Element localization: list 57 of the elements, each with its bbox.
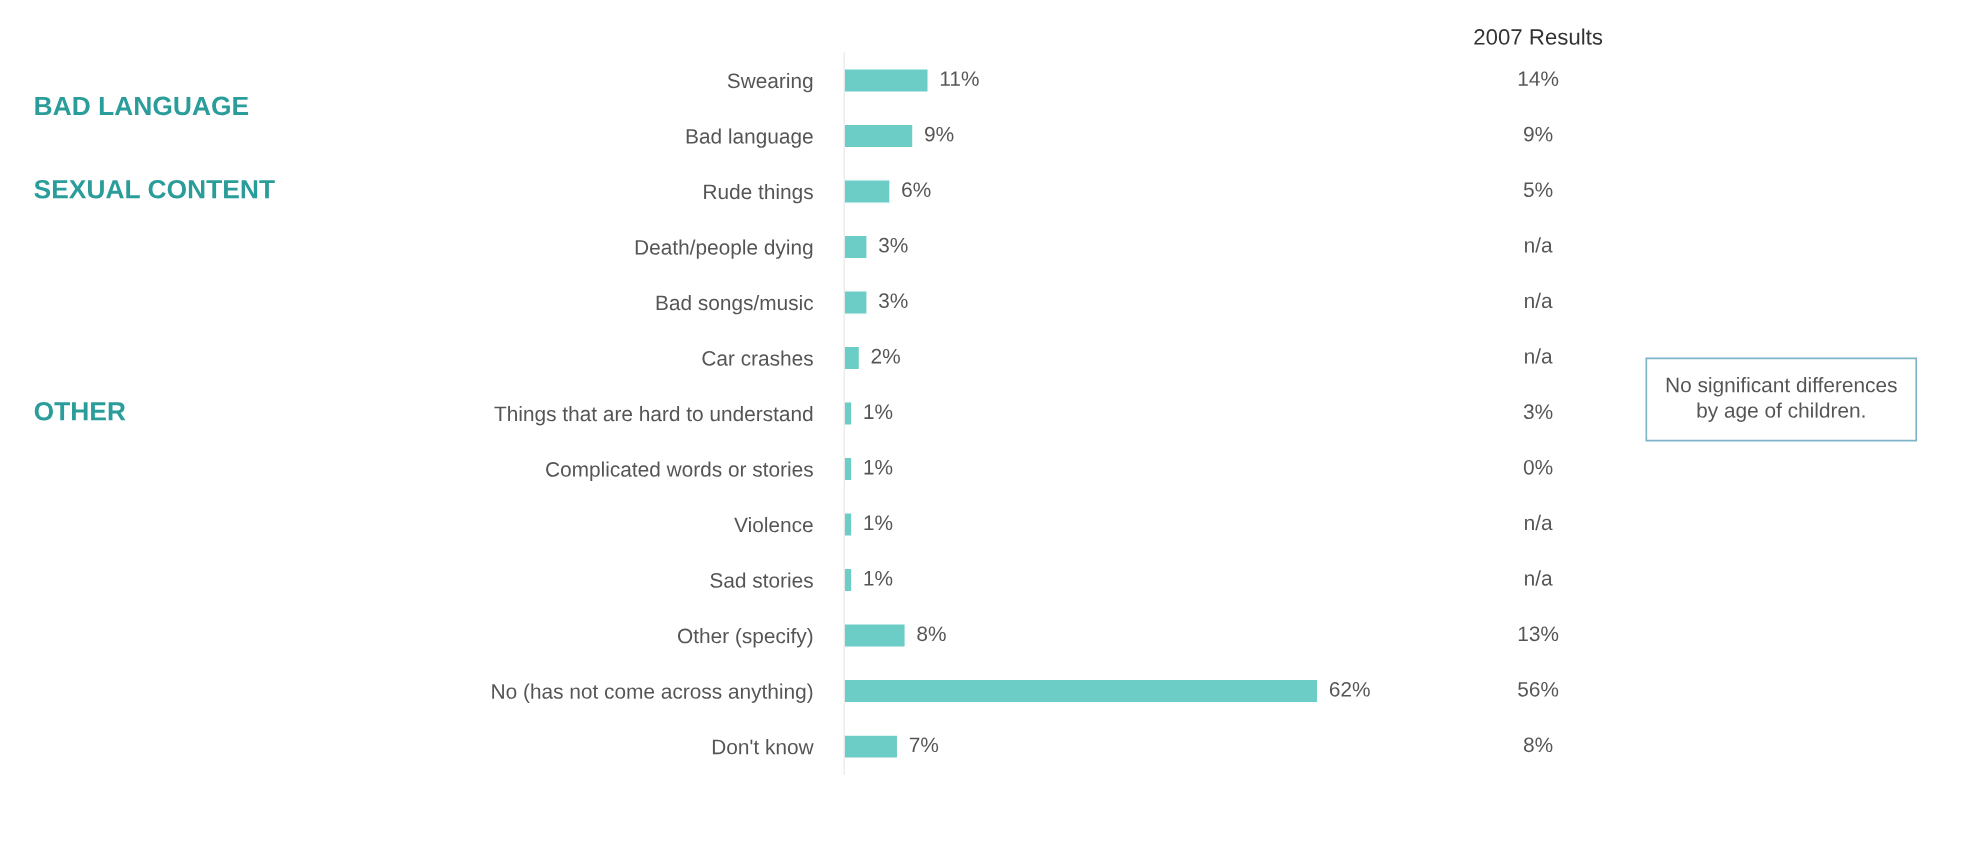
data-label: 11% xyxy=(940,71,979,86)
text: OTHER xyxy=(34,401,126,421)
data-label: 3% xyxy=(879,237,908,253)
y-tick-label: Other (specify) xyxy=(678,628,813,648)
text: 2007 Results xyxy=(1474,28,1603,45)
text: No significant differences by age of children. xyxy=(1666,377,1897,422)
data-label: 2% xyxy=(871,348,900,364)
bar xyxy=(844,623,906,648)
y-tick-label: Bad songs/music xyxy=(656,294,814,315)
data-label: 1% xyxy=(864,404,893,420)
bar xyxy=(844,678,1319,704)
bar xyxy=(844,290,868,315)
data-label: 1% xyxy=(864,459,893,475)
text: 56% xyxy=(1518,681,1559,697)
text: 3% xyxy=(1523,404,1553,420)
bar xyxy=(844,234,868,260)
bar xyxy=(844,68,929,93)
text: n/a xyxy=(1525,237,1553,253)
text: SEXUAL CONTENT xyxy=(34,179,275,199)
text: n/a xyxy=(1525,514,1553,531)
text: 8% xyxy=(1523,737,1553,753)
text: 13% xyxy=(1518,626,1559,642)
text: 5% xyxy=(1523,182,1553,198)
y-tick-label: Bad language xyxy=(686,128,813,148)
text: 9% xyxy=(1524,126,1553,142)
y-tick-label: Don't know xyxy=(712,739,814,755)
bar xyxy=(844,179,891,204)
data-label: 9% xyxy=(925,126,954,142)
y-tick-label: Rude things xyxy=(704,183,813,204)
text: n/a xyxy=(1525,292,1553,309)
bar xyxy=(844,734,899,759)
data-label: 1% xyxy=(864,515,893,531)
y-tick-label: Complicated words or stories xyxy=(546,461,813,481)
text: BAD LANGUAGE xyxy=(35,96,249,116)
y-tick-label: Things that are hard to understand xyxy=(494,405,813,426)
y-tick-label: Swearing xyxy=(727,72,813,93)
bar xyxy=(844,401,853,426)
y-tick-label: No (has not come across anything) xyxy=(492,683,813,703)
bar xyxy=(844,512,853,537)
data-label: 6% xyxy=(902,182,931,198)
y-tick-label: Sad stories xyxy=(710,572,813,588)
y-tick-label: Car crashes xyxy=(702,350,813,366)
bar xyxy=(844,345,861,371)
text: 0% xyxy=(1523,459,1553,475)
text: n/a xyxy=(1525,348,1553,364)
text: n/a xyxy=(1525,570,1553,586)
data-label: 8% xyxy=(917,626,946,642)
bar xyxy=(844,567,853,593)
data-label: 3% xyxy=(879,293,908,309)
data-label: 7% xyxy=(909,737,939,753)
bar xyxy=(844,123,914,149)
data-label: 1% xyxy=(864,570,893,586)
bar xyxy=(844,456,853,482)
y-tick-label: Death/people dying xyxy=(635,239,813,259)
data-label: 62% xyxy=(1329,681,1370,697)
y-tick-label: Violence xyxy=(734,517,813,533)
text: 14% xyxy=(1518,71,1559,86)
